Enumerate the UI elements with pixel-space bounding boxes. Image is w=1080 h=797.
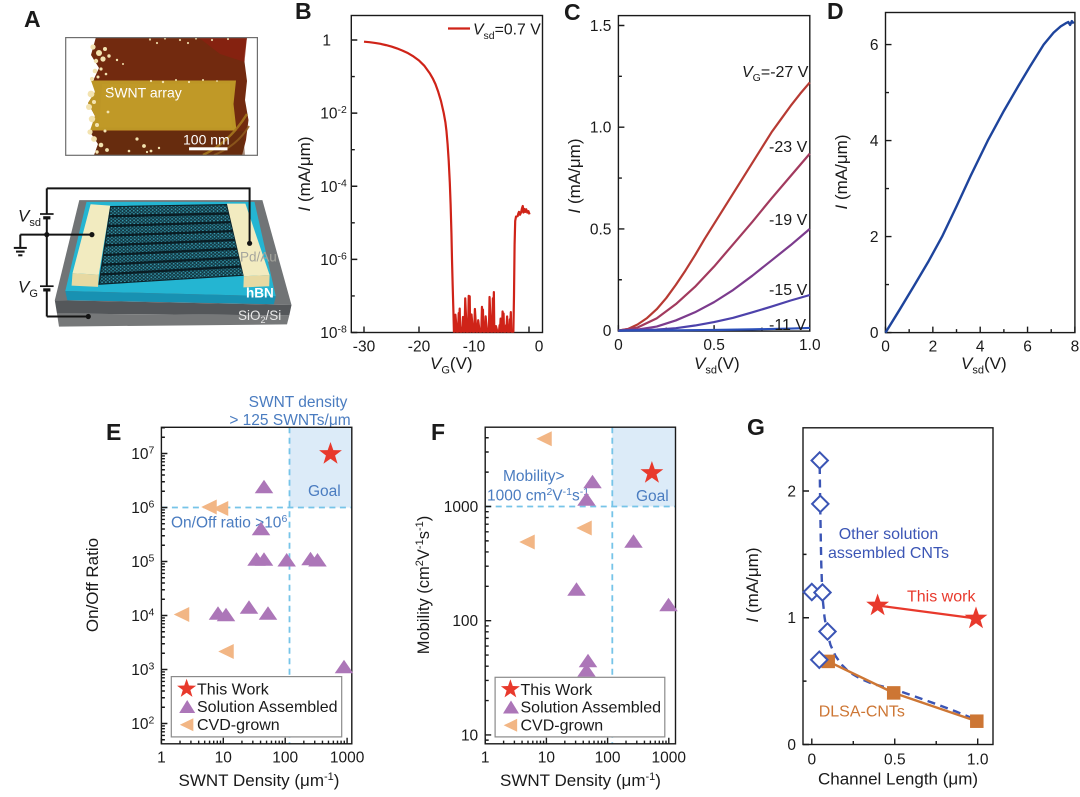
svg-text:100: 100 [272, 749, 298, 766]
svg-text:-30: -30 [353, 339, 376, 356]
svg-text:2: 2 [929, 339, 938, 356]
svg-text:0: 0 [603, 323, 612, 340]
svg-text:Vsd(V): Vsd(V) [961, 354, 1007, 377]
svg-text:-20: -20 [408, 339, 431, 356]
svg-text:1.0: 1.0 [590, 120, 612, 137]
svg-text:4: 4 [870, 133, 879, 150]
svg-text:0: 0 [614, 337, 623, 354]
svg-text:G: G [747, 414, 765, 440]
svg-text:I (mA/μm): I (mA/μm) [295, 137, 314, 212]
svg-text:10: 10 [215, 749, 233, 766]
svg-text:Solution Assembled: Solution Assembled [521, 700, 662, 717]
svg-text:F: F [431, 419, 445, 445]
svg-text:assembled CNTs: assembled CNTs [828, 545, 949, 562]
svg-text:1000: 1000 [330, 749, 365, 766]
svg-text:CVD-grown: CVD-grown [521, 717, 604, 734]
svg-text:0: 0 [807, 752, 816, 769]
svg-text:100 nm: 100 nm [183, 132, 230, 148]
svg-text:> 125 SWNTs/μm: > 125 SWNTs/μm [229, 412, 350, 429]
svg-text:Mobility>: Mobility> [503, 468, 565, 485]
svg-text:SiO2/Si: SiO2/Si [238, 308, 281, 325]
svg-text:100: 100 [452, 613, 478, 630]
svg-text:SWNT Density (μm-1): SWNT Density (μm-1) [500, 771, 661, 790]
svg-text:This Work: This Work [197, 682, 270, 699]
svg-text:Vsd(V): Vsd(V) [694, 354, 740, 377]
svg-text:Mobility (cm2V-1s-1): Mobility (cm2V-1s-1) [414, 516, 433, 654]
svg-text:Other solution: Other solution [839, 526, 939, 543]
svg-text:I (mA/μm): I (mA/μm) [743, 548, 762, 623]
svg-text:A: A [24, 6, 41, 32]
svg-text:SWNT array: SWNT array [105, 85, 182, 101]
svg-text:Pd/Au: Pd/Au [240, 250, 277, 265]
svg-text:0.5: 0.5 [703, 337, 725, 354]
svg-text:Goal: Goal [636, 488, 669, 505]
svg-text:0: 0 [787, 737, 796, 754]
svg-text:Solution Assembled: Solution Assembled [197, 699, 338, 716]
svg-text:hBN: hBN [246, 286, 274, 301]
svg-text:1: 1 [157, 749, 166, 766]
svg-text:0.5: 0.5 [590, 221, 612, 238]
svg-text:1: 1 [322, 33, 331, 50]
svg-text:Channel Length (μm): Channel Length (μm) [818, 770, 978, 789]
svg-text:E: E [106, 419, 121, 445]
svg-text:1.0: 1.0 [967, 752, 989, 769]
svg-text:1000: 1000 [444, 499, 479, 516]
svg-text:I (mA/μm): I (mA/μm) [832, 135, 851, 210]
svg-text:This Work: This Work [521, 682, 594, 699]
svg-text:0: 0 [535, 339, 544, 356]
svg-text:0: 0 [870, 325, 879, 342]
svg-text:8: 8 [1071, 339, 1080, 356]
svg-text:VG(V): VG(V) [430, 354, 473, 377]
svg-text:-11 V: -11 V [769, 317, 806, 334]
svg-text:1000 cm2V-1s-1: 1000 cm2V-1s-1 [487, 486, 589, 505]
svg-text:Vsd=0.7 V: Vsd=0.7 V [473, 22, 541, 43]
svg-text:SWNT Density (μm-1): SWNT Density (μm-1) [179, 771, 340, 790]
svg-text:2: 2 [870, 229, 879, 246]
svg-text:-19 V: -19 V [769, 212, 808, 229]
svg-text:10: 10 [538, 749, 556, 766]
svg-text:This work: This work [907, 589, 976, 606]
svg-text:1.0: 1.0 [799, 337, 821, 354]
svg-text:B: B [295, 0, 312, 24]
svg-text:0.5: 0.5 [884, 752, 906, 769]
svg-text:On/Off ratio >106: On/Off ratio >106 [171, 513, 287, 532]
svg-text:CVD-grown: CVD-grown [197, 717, 280, 734]
svg-text:4: 4 [976, 339, 985, 356]
svg-text:D: D [827, 0, 844, 24]
svg-text:Goal: Goal [308, 483, 341, 500]
svg-text:-10: -10 [463, 339, 486, 356]
svg-text:DLSA-CNTs: DLSA-CNTs [819, 704, 905, 721]
svg-text:1000: 1000 [652, 749, 687, 766]
svg-text:1: 1 [787, 610, 796, 627]
svg-text:VG=-27 V: VG=-27 V [742, 64, 809, 84]
svg-text:C: C [564, 0, 581, 25]
svg-text:SWNT density: SWNT density [249, 394, 348, 411]
svg-text:-23 V: -23 V [769, 139, 808, 156]
svg-text:6: 6 [1023, 339, 1032, 356]
svg-text:-15 V: -15 V [769, 282, 808, 299]
svg-text:I (mA/μm): I (mA/μm) [565, 139, 584, 214]
svg-text:100: 100 [595, 749, 621, 766]
svg-text:1: 1 [481, 749, 490, 766]
svg-text:2: 2 [787, 484, 796, 501]
svg-text:On/Off Ratio: On/Off Ratio [83, 538, 102, 632]
svg-text:10: 10 [461, 727, 479, 744]
svg-text:6: 6 [870, 37, 879, 54]
svg-text:0: 0 [881, 339, 890, 356]
svg-text:1.5: 1.5 [590, 18, 612, 35]
